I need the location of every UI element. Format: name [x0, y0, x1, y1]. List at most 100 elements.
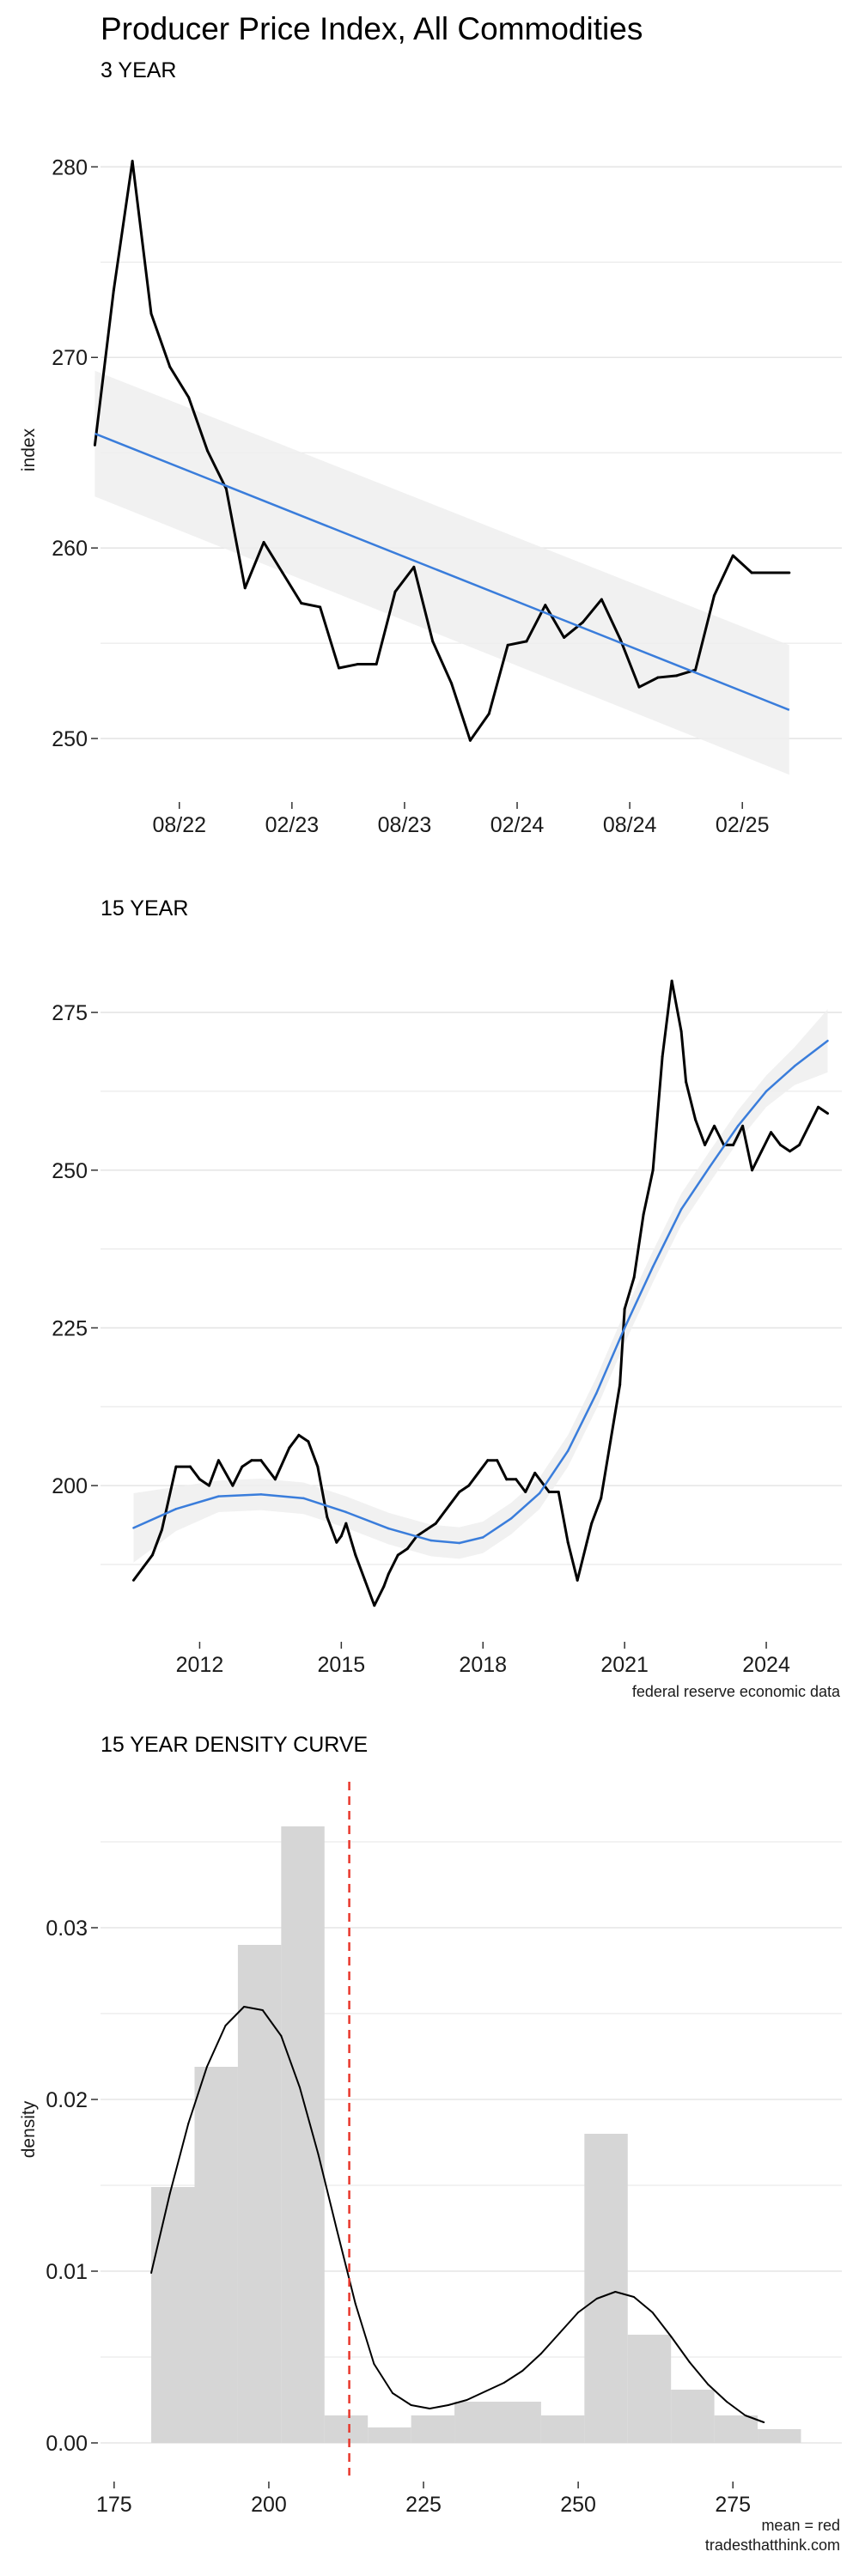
histogram-bar [194, 2067, 238, 2443]
trend-line-segment [566, 1392, 598, 1452]
x-tick-label: 2012 [176, 1653, 224, 1677]
series-line-segment [751, 1150, 764, 1172]
panel-fifteen-year: 15 YEAR 200 225 250 275 2012 2015 2018 2021 202… [52, 896, 842, 1700]
series-line-segment [262, 541, 284, 574]
series-line-segment [149, 312, 172, 368]
series-line-segment [259, 1459, 277, 1481]
density-curve-segment [354, 2303, 375, 2365]
series-line-segment [694, 594, 716, 671]
density-curve-segment [614, 2291, 635, 2298]
series-line-segment [760, 1131, 773, 1153]
trend-line-segment [594, 1327, 626, 1395]
series-line-segment [415, 1528, 428, 1538]
y-tick-label: 260 [52, 537, 88, 561]
y-tick-label: 280 [52, 155, 88, 179]
trend-line-segment [259, 1493, 305, 1500]
series-line-segment [618, 1307, 626, 1387]
density-curve-segment [466, 2391, 487, 2401]
histogram-bar [627, 2335, 672, 2443]
density-curve-segment [224, 2006, 246, 2026]
series-line-segment [198, 1478, 210, 1487]
histogram-bar [368, 2427, 411, 2443]
x-tick-label: 08/22 [152, 813, 206, 837]
histogram-bar [584, 2134, 628, 2443]
series-three-year [93, 160, 791, 742]
density-curve-segment [726, 2401, 746, 2416]
density-curve-segment [205, 2025, 227, 2068]
series-line-segment [637, 676, 660, 689]
density-curve-segment [280, 2035, 301, 2088]
density-curve-segment [632, 2296, 654, 2313]
density-curve-segment [670, 2336, 691, 2363]
density-curve-segment [392, 2392, 412, 2406]
histogram-bar [540, 2415, 585, 2443]
series-line-segment [642, 1169, 655, 1216]
series-line-segment [431, 640, 454, 685]
trend-line-segment [736, 1090, 768, 1127]
x-tick-label: 2024 [742, 1653, 790, 1677]
panel-subtitle-density: 15 YEAR DENSITY CURVE [101, 1733, 368, 1757]
series-line-segment [679, 1030, 688, 1084]
series-line-segment [337, 663, 359, 670]
density-curve-segment [261, 2009, 283, 2037]
series-line-segment [206, 449, 228, 490]
series-line-segment [609, 1383, 622, 1443]
series-line-segment [405, 1534, 418, 1551]
series-line-segment [412, 565, 435, 643]
series-line-segment [224, 487, 247, 590]
series-line-segment [770, 1131, 783, 1146]
y-tick-labels-three-year: 250 260 270 280 [52, 155, 98, 751]
trend-line-segment [344, 1510, 390, 1530]
series-line-segment [150, 1528, 163, 1557]
series-line-segment [544, 604, 566, 639]
series-line-segment [241, 1459, 253, 1468]
series-line-segment [131, 1566, 144, 1582]
trend-line-segment [217, 1493, 263, 1498]
density-curve-segment [410, 2404, 431, 2409]
series-line-segment [207, 1459, 220, 1487]
grid-fifteen-year [101, 1012, 842, 1565]
trend-line-segment [481, 1517, 513, 1539]
series-line-segment [458, 1484, 471, 1493]
series-line-segment [600, 1440, 612, 1500]
histogram-bar [497, 2402, 541, 2443]
y-tick-label: 0.03 [46, 1917, 88, 1941]
histogram-bar [324, 2415, 369, 2443]
density-curve-segment [447, 2399, 468, 2406]
density-curve-segment [558, 2312, 580, 2334]
histogram-bar [671, 2390, 715, 2443]
y-tick-label: 225 [52, 1316, 88, 1340]
series-line-segment [477, 1459, 490, 1474]
histogram-bar [411, 2415, 455, 2443]
series-line-segment [585, 1522, 594, 1544]
x-tick-label: 250 [560, 2493, 596, 2517]
series-line-segment [393, 565, 416, 593]
series-line-segment [661, 979, 673, 1058]
series-line-segment [506, 640, 528, 647]
x-tick-label: 200 [251, 2493, 287, 2517]
series-line-segment [434, 1516, 442, 1525]
series-line-segment [319, 605, 340, 670]
y-axis-title-density: density [19, 2100, 39, 2158]
series-line-segment [563, 621, 584, 639]
x-tick-label: 2021 [600, 1653, 649, 1677]
confidence-band-fifteen-year [133, 1009, 828, 1563]
series-line-segment [375, 590, 397, 666]
series-line-segment [316, 1465, 329, 1519]
trend-line-segment [509, 1492, 541, 1520]
trend-line-segment [765, 1065, 796, 1093]
trend-line-segment [651, 1208, 683, 1268]
y-tick-labels-fifteen-year: 200 225 250 275 [52, 1001, 98, 1498]
density-curve-segment [688, 2361, 710, 2385]
series-line-segment [297, 1433, 310, 1443]
series-line-segment [618, 638, 641, 689]
x-tick-label: 02/23 [265, 813, 320, 837]
panel-subtitle-three-year: 3 YEAR [101, 58, 176, 82]
series-line-segment [524, 1471, 537, 1493]
series-line-segment [382, 1572, 390, 1589]
trend-line [94, 432, 790, 711]
x-tick-label: 2015 [318, 1653, 366, 1677]
y-tick-label: 0.00 [46, 2432, 88, 2456]
density-curve-segment [539, 2332, 561, 2354]
